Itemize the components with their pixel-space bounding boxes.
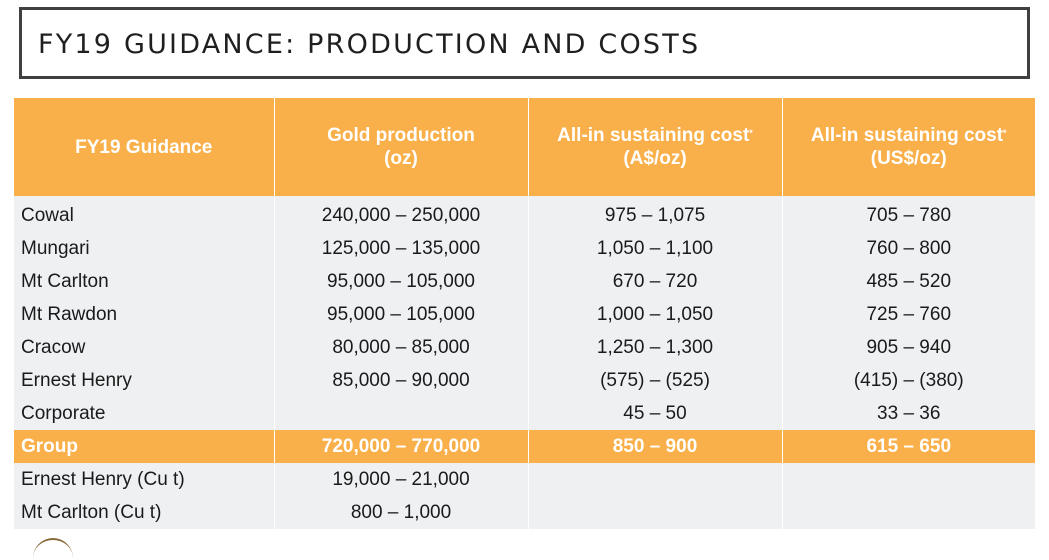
aisc-usd-value: 760 – 800 xyxy=(782,232,1035,265)
aisc-aud-value: 1,250 – 1,300 xyxy=(528,331,783,364)
aisc-usd-value: 33 – 36 xyxy=(782,397,1035,430)
site-name: Mungari xyxy=(14,232,275,265)
header-label: All-in sustaining cost xyxy=(810,125,1004,146)
aisc-usd-value: (415) – (380) xyxy=(782,364,1035,397)
aisc-aud-value: 1,000 – 1,050 xyxy=(528,298,783,331)
site-name: Corporate xyxy=(14,397,275,430)
table-row-mungari: Mungari 125,000 – 135,000 1,050 – 1,100 … xyxy=(14,232,1035,265)
aisc-usd-value xyxy=(782,463,1035,496)
gold-production-value: 95,000 – 105,000 xyxy=(274,265,529,298)
gold-production-value: 720,000 – 770,000 xyxy=(274,430,529,463)
table-row-cowal: Cowal 240,000 – 250,000 975 – 1,075 705 … xyxy=(14,196,1035,232)
aisc-aud-value: 45 – 50 xyxy=(528,397,783,430)
aisc-aud-value xyxy=(528,496,783,529)
aisc-usd-value: 615 – 650 xyxy=(782,430,1035,463)
aisc-aud-value xyxy=(528,463,783,496)
header-label: Gold production xyxy=(327,125,475,146)
table-row-mt-carlton: Mt Carlton 95,000 – 105,000 670 – 720 48… xyxy=(14,265,1035,298)
footnote-marker: * xyxy=(1003,128,1007,138)
table-row-corporate: Corporate 45 – 50 33 – 36 xyxy=(14,397,1035,430)
table-row-mt-carlton-copper: Mt Carlton (Cu t) 800 – 1,000 xyxy=(14,496,1035,529)
gold-production-value: 85,000 – 90,000 xyxy=(274,364,529,397)
table-row-ernest-henry: Ernest Henry 85,000 – 90,000 (575) – (52… xyxy=(14,364,1035,397)
site-name: Ernest Henry (Cu t) xyxy=(14,463,275,496)
header-gold-production: Gold production (oz) xyxy=(274,98,529,196)
decorative-arc xyxy=(33,538,73,560)
header-unit: (oz) xyxy=(384,148,418,169)
header-unit: (A$/oz) xyxy=(623,148,687,169)
gold-production-value: 95,000 – 105,000 xyxy=(274,298,529,331)
table-row-group-total: Group 720,000 – 770,000 850 – 900 615 – … xyxy=(14,430,1035,463)
footnote-marker: * xyxy=(749,128,753,138)
site-name: Group xyxy=(14,430,275,463)
table-row-ernest-henry-copper: Ernest Henry (Cu t) 19,000 – 21,000 xyxy=(14,463,1035,496)
header-label: All-in sustaining cost xyxy=(557,125,750,146)
aisc-aud-value: (575) – (525) xyxy=(528,364,783,397)
aisc-aud-value: 1,050 – 1,100 xyxy=(528,232,783,265)
gold-production-value: 800 – 1,000 xyxy=(274,496,529,529)
aisc-usd-value xyxy=(782,496,1035,529)
aisc-usd-value: 705 – 780 xyxy=(782,196,1035,232)
gold-production-value: 19,000 – 21,000 xyxy=(274,463,529,496)
gold-production-value: 125,000 – 135,000 xyxy=(274,232,529,265)
aisc-aud-value: 850 – 900 xyxy=(528,430,783,463)
table-row-cracow: Cracow 80,000 – 85,000 1,250 – 1,300 905… xyxy=(14,331,1035,364)
site-name: Mt Carlton xyxy=(14,265,275,298)
site-name: Mt Carlton (Cu t) xyxy=(14,496,275,529)
aisc-aud-value: 975 – 1,075 xyxy=(528,196,783,232)
header-aisc-usd: All-in sustaining cost* (US$/oz) xyxy=(782,98,1035,196)
site-name: Mt Rawdon xyxy=(14,298,275,331)
site-name: Cowal xyxy=(14,196,275,232)
header-fy19-guidance: FY19 Guidance xyxy=(14,98,275,196)
guidance-table: FY19 Guidance Gold production (oz) All-i… xyxy=(14,98,1035,529)
aisc-usd-value: 905 – 940 xyxy=(782,331,1035,364)
gold-production-value: 240,000 – 250,000 xyxy=(274,196,529,232)
title-box: FY19 GUIDANCE: PRODUCTION AND COSTS xyxy=(19,7,1030,79)
site-name: Cracow xyxy=(14,331,275,364)
site-name: Ernest Henry xyxy=(14,364,275,397)
header-row: FY19 Guidance Gold production (oz) All-i… xyxy=(14,98,1035,196)
aisc-usd-value: 485 – 520 xyxy=(782,265,1035,298)
page-title: FY19 GUIDANCE: PRODUCTION AND COSTS xyxy=(38,29,701,60)
aisc-aud-value: 670 – 720 xyxy=(528,265,783,298)
header-unit: (US$/oz) xyxy=(870,148,947,169)
header-label: FY19 Guidance xyxy=(75,136,213,158)
gold-production-value: 80,000 – 85,000 xyxy=(274,331,529,364)
gold-production-value xyxy=(274,397,529,430)
table-row-mt-rawdon: Mt Rawdon 95,000 – 105,000 1,000 – 1,050… xyxy=(14,298,1035,331)
header-aisc-aud: All-in sustaining cost* (A$/oz) xyxy=(528,98,783,196)
aisc-usd-value: 725 – 760 xyxy=(782,298,1035,331)
